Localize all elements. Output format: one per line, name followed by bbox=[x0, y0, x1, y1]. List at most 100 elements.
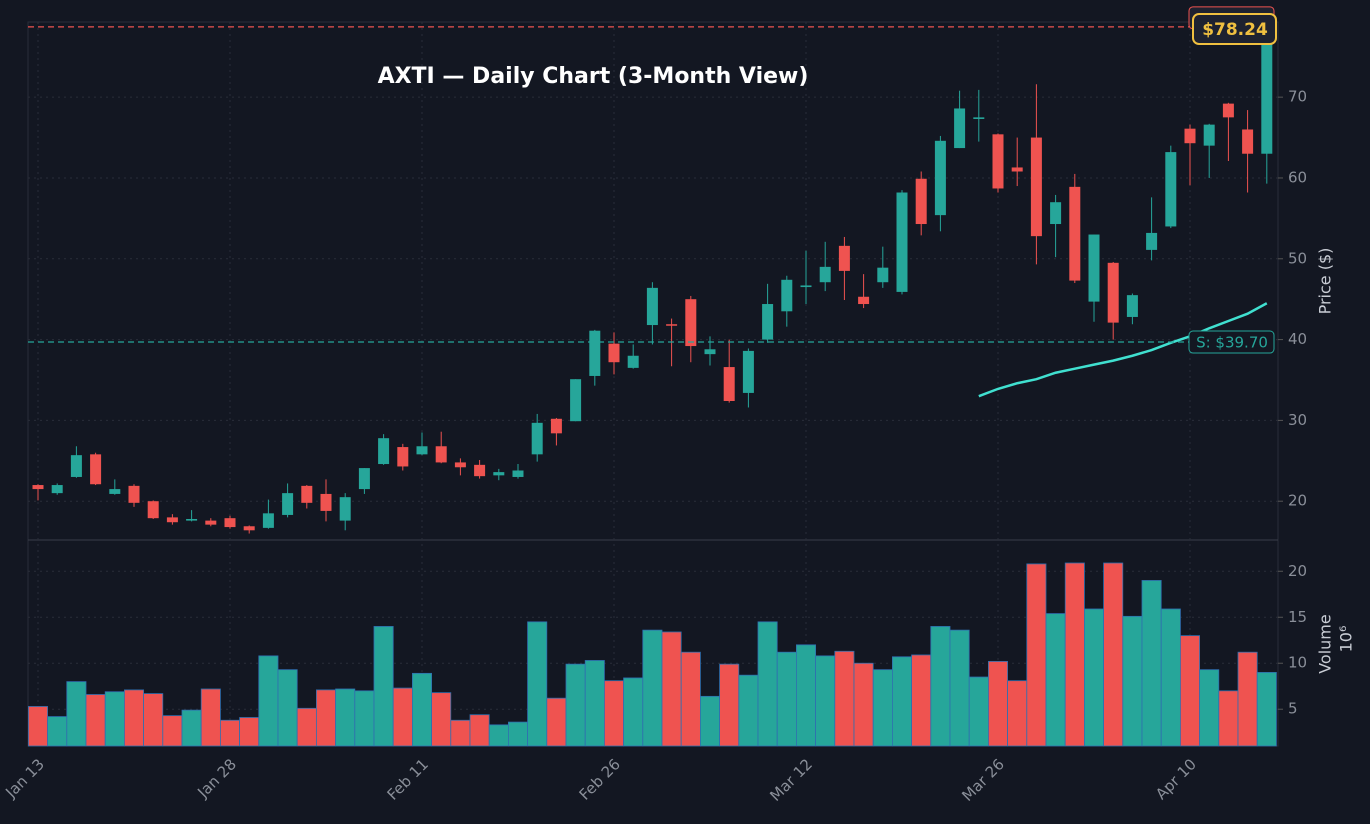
candle-body bbox=[896, 192, 908, 292]
candle-body bbox=[1261, 30, 1273, 154]
candle-body bbox=[1184, 128, 1196, 144]
candle-body bbox=[339, 497, 351, 521]
candle-body bbox=[646, 287, 658, 326]
candle-body bbox=[109, 489, 121, 494]
candle-body bbox=[1030, 137, 1042, 237]
candle-body bbox=[781, 279, 793, 312]
y-tick-label: 30 bbox=[1288, 411, 1307, 429]
x-tick-label: Mar 12 bbox=[766, 755, 816, 805]
candle-body bbox=[1107, 262, 1119, 323]
volume-bar bbox=[700, 695, 721, 747]
candle-body bbox=[320, 493, 332, 511]
volume-bar bbox=[507, 721, 528, 747]
candle-body bbox=[742, 350, 754, 393]
candle-body bbox=[627, 355, 639, 368]
candle-body bbox=[243, 526, 255, 531]
candle-body bbox=[474, 464, 486, 477]
last-price-label: $78.24 bbox=[1202, 20, 1268, 40]
y-tick-label: 20 bbox=[1288, 492, 1307, 510]
volume-bar bbox=[1141, 580, 1162, 747]
volume-bar bbox=[604, 680, 625, 747]
volume-bar bbox=[661, 631, 682, 747]
volume-bar bbox=[565, 663, 586, 747]
volume-bar bbox=[911, 654, 932, 747]
volume-bar bbox=[872, 669, 893, 747]
y-tick-label: 60 bbox=[1288, 168, 1307, 186]
candle-body bbox=[70, 455, 82, 477]
y-tick-label: 10 bbox=[1288, 654, 1307, 672]
volume-offset: 10⁶ bbox=[1337, 626, 1356, 653]
volume-bar bbox=[181, 709, 202, 747]
volume-bar bbox=[411, 672, 432, 747]
candle-body bbox=[454, 462, 466, 468]
candle-body bbox=[262, 513, 274, 528]
candle-body bbox=[128, 485, 140, 503]
x-tick-label: Jan 13 bbox=[1, 755, 48, 802]
volume-bar bbox=[1026, 563, 1047, 747]
volume-bar bbox=[584, 660, 605, 747]
volume-bar bbox=[450, 719, 471, 747]
volume-bar bbox=[258, 655, 279, 747]
candle-body bbox=[51, 485, 63, 494]
candle-body bbox=[934, 140, 946, 216]
volume-bar bbox=[738, 674, 759, 747]
volume-bar bbox=[642, 629, 663, 747]
x-tick-label: Apr 10 bbox=[1152, 755, 1200, 803]
candle-body bbox=[1069, 186, 1081, 281]
candle-body bbox=[512, 470, 524, 477]
volume-bar bbox=[1084, 608, 1105, 747]
volume-bar bbox=[47, 716, 68, 747]
candle-body bbox=[205, 520, 217, 525]
candle-body bbox=[1088, 234, 1100, 302]
candle-body bbox=[435, 446, 447, 463]
candle-body bbox=[915, 178, 927, 225]
candle-body bbox=[1222, 103, 1234, 118]
candle-body bbox=[32, 485, 44, 490]
volume-bar bbox=[1122, 615, 1143, 747]
volume-bar bbox=[1103, 562, 1124, 747]
volume-bar bbox=[968, 676, 989, 747]
candle-body bbox=[416, 446, 428, 455]
candle-body bbox=[186, 518, 198, 521]
candle-body bbox=[282, 493, 294, 515]
candle-body bbox=[1165, 152, 1177, 227]
x-tick-label: Mar 26 bbox=[958, 755, 1008, 805]
volume-bar bbox=[1180, 635, 1201, 747]
support-label: S: $39.70 bbox=[1196, 334, 1268, 352]
candle-body bbox=[723, 367, 735, 402]
volume-bar bbox=[1199, 669, 1220, 747]
candle-body bbox=[666, 324, 678, 326]
volume-bar bbox=[219, 719, 240, 747]
volume-bar bbox=[1160, 608, 1181, 747]
volume-bar bbox=[1256, 672, 1277, 747]
x-tick-label: Feb 26 bbox=[576, 755, 624, 803]
support-tag bbox=[1188, 330, 1275, 354]
y-tick-label: 20 bbox=[1288, 562, 1307, 580]
volume-bar bbox=[239, 717, 260, 747]
candle-body bbox=[589, 330, 601, 376]
chart-title: AXTI — Daily Chart (3-Month View) bbox=[378, 64, 809, 89]
candle-body bbox=[858, 296, 870, 305]
candle-body bbox=[1146, 232, 1158, 250]
y-tick-label: 50 bbox=[1288, 249, 1307, 267]
volume-bar bbox=[488, 724, 509, 747]
volume-bar bbox=[892, 656, 913, 747]
volume-bar bbox=[719, 663, 740, 747]
volume-bar bbox=[354, 690, 375, 747]
volume-bar bbox=[66, 681, 87, 747]
candle-body bbox=[1011, 167, 1023, 172]
y-tick-label: 5 bbox=[1288, 700, 1298, 718]
candle-body bbox=[1050, 202, 1062, 225]
last-price-tag bbox=[1192, 13, 1277, 45]
candle-body bbox=[819, 266, 831, 283]
volume-bar bbox=[834, 650, 855, 747]
volume-bar bbox=[1218, 690, 1239, 747]
marks: 20 30 40 50 60 70 5 10 15 20 Jan 13 Jan 28 Feb 11 Feb… bbox=[1, 6, 1307, 805]
candle-body bbox=[762, 304, 774, 340]
x-tick-label: Feb 11 bbox=[384, 755, 432, 803]
candle-body bbox=[166, 517, 178, 523]
candle-body bbox=[531, 422, 543, 455]
y-tick-label: 40 bbox=[1288, 330, 1307, 348]
